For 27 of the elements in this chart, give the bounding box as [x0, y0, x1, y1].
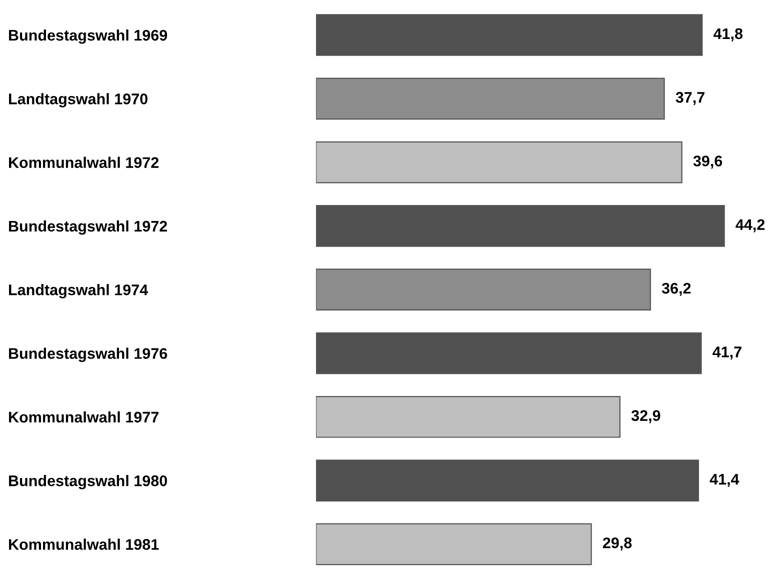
bar	[316, 268, 651, 311]
bar	[316, 78, 665, 120]
y-tick-label: Landtagswahl 1970	[9, 93, 148, 108]
y-tick-label: Kommunalwahl 1977	[9, 411, 158, 423]
data-label: 39,6	[693, 156, 722, 169]
y-tick-label: Kommunalwahl 1972	[9, 156, 159, 168]
bar	[316, 205, 725, 247]
y-tick-label: Bundestagswahl 1969	[9, 29, 168, 44]
bar	[316, 332, 702, 374]
data-label: 32,9	[631, 410, 660, 424]
bar	[316, 396, 620, 438]
data-label: 44,2	[736, 219, 765, 232]
y-tick-label: Bundestagswahl 1972	[9, 220, 168, 235]
y-tick-label: Bundestagswahl 1976	[9, 348, 168, 362]
bar	[316, 523, 592, 566]
y-tick-label: Kommunalwahl 1981	[9, 538, 159, 550]
bar	[316, 460, 700, 502]
data-label: 41,8	[713, 28, 743, 42]
data-label: 37,7	[676, 92, 704, 105]
data-label: 41,4	[710, 474, 740, 487]
data-label: 41,7	[712, 346, 742, 360]
bar	[316, 14, 703, 56]
y-tick-label: Landtagswahl 1974	[9, 284, 148, 298]
y-tick-label: Bundestagswahl 1980	[9, 474, 167, 490]
data-label: 36,2	[662, 282, 691, 296]
bar	[316, 141, 682, 184]
data-label: 29,8	[602, 537, 632, 550]
